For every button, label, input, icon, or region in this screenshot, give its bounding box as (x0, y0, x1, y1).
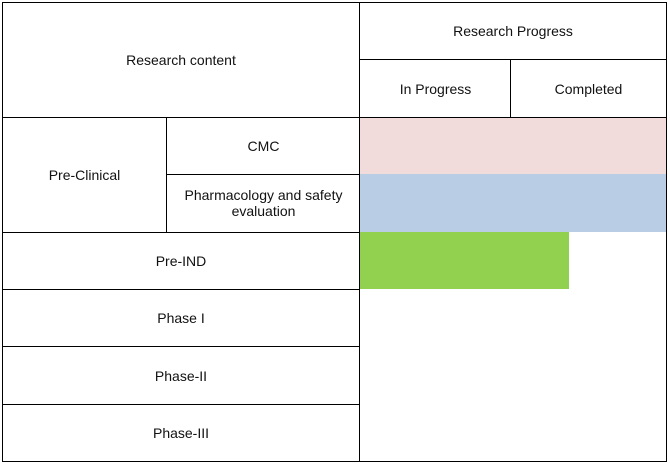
column-divider-preclinical (166, 118, 167, 232)
phase-3-label: Phase-III (152, 425, 210, 441)
research-progress-header: Research Progress (453, 23, 573, 39)
research-content-header: Research content (126, 52, 236, 68)
table-border-right (666, 2, 667, 462)
table-border-bottom (2, 461, 667, 462)
row-divider-preclinical (2, 232, 360, 233)
row-divider-cmc (166, 174, 360, 175)
pharmacology-label-line-2: evaluation (231, 203, 296, 219)
pharmacology-progress-bar (360, 174, 667, 232)
row-divider-preind (2, 289, 360, 290)
pre-ind-label: Pre-IND (155, 252, 207, 269)
phase-2-label: Phase-II (154, 368, 208, 384)
table-border-top (2, 2, 667, 3)
row-divider-phase1 (2, 346, 360, 347)
pharmacology-label: Pharmacology and safety evaluation (167, 174, 360, 232)
phase-1-label: Phase I (157, 310, 205, 326)
pharmacology-label-line-1: Pharmacology and safety (184, 187, 343, 203)
cmc-label: CMC (247, 138, 280, 154)
row-divider-progress-header (359, 59, 667, 60)
in-progress-header: In Progress (399, 81, 472, 97)
pre-clinical-label: Pre-Clinical (48, 167, 121, 183)
completed-header: Completed (554, 81, 623, 97)
pre-ind-progress-bar (360, 232, 569, 289)
row-divider-phase2 (2, 404, 360, 405)
row-divider-header (2, 117, 667, 118)
column-divider-status (510, 60, 511, 118)
cmc-progress-bar (360, 118, 667, 174)
